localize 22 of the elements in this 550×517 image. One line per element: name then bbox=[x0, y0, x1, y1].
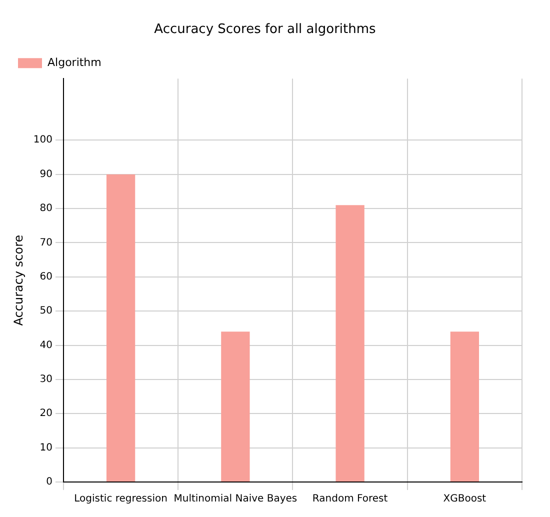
y-axis-title: Accuracy score bbox=[11, 234, 26, 326]
y-tick-label: 50 bbox=[40, 306, 52, 317]
bar bbox=[106, 174, 136, 482]
x-tick-label: XGBoost bbox=[443, 494, 486, 505]
y-tick-label: 90 bbox=[40, 168, 52, 180]
chart-title: Accuracy Scores for all algorithms bbox=[154, 22, 376, 38]
bar bbox=[221, 332, 250, 482]
bar bbox=[450, 332, 480, 482]
y-tick-label: 60 bbox=[40, 271, 52, 282]
y-tick-label: 20 bbox=[40, 408, 52, 420]
y-tick-label: 0 bbox=[46, 476, 52, 488]
y-tick-label: 40 bbox=[40, 340, 52, 351]
y-tick-label: 80 bbox=[40, 203, 52, 214]
x-tick-label: Random Forest bbox=[312, 494, 388, 505]
y-tick-label: 10 bbox=[40, 442, 52, 454]
y-tick-label: 100 bbox=[33, 134, 52, 146]
legend-label: Algorithm bbox=[48, 56, 102, 69]
y-tick-label: 70 bbox=[40, 237, 52, 248]
x-tick-label: Multinomial Naive Bayes bbox=[174, 494, 298, 505]
bar bbox=[336, 205, 364, 482]
y-tick-label: 30 bbox=[40, 374, 52, 386]
x-tick-label: Logistic regression bbox=[74, 494, 168, 505]
